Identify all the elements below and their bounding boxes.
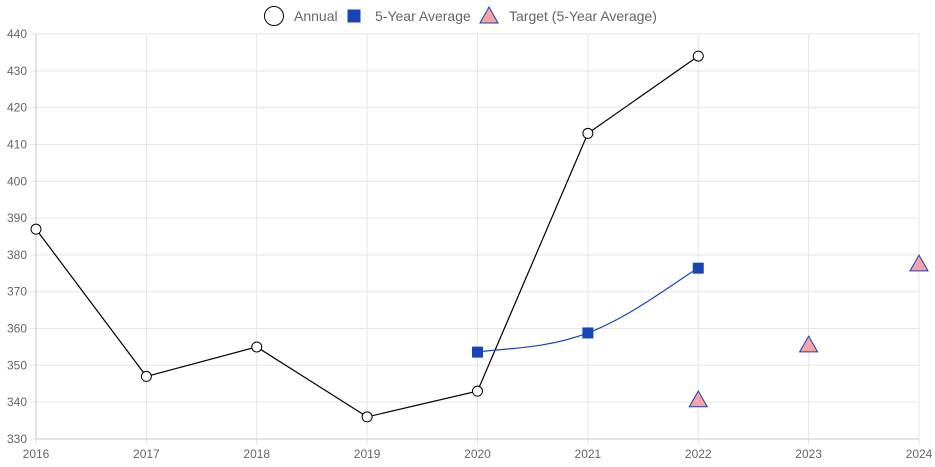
legend-item-2[interactable]: Target (5-Year Average) [479,5,657,24]
data-point-circle [472,385,483,397]
y-tick-label: 360 [7,322,27,336]
y-tick-label: 370 [7,285,27,299]
series-markers [30,50,929,423]
legend-label: Annual [294,8,338,24]
x-axis-tick-labels: 2016 2017 2018 2019 2020 2021 2022 2023 2024 [23,447,933,461]
data-point-circle [251,341,263,353]
data-point-triangle [909,254,929,272]
data-point-circle [582,127,594,139]
x-tick-label: 2017 [133,447,160,461]
y-tick-label: 390 [7,211,27,225]
grid-lines [30,33,920,445]
data-point-circle [30,223,42,235]
x-tick-label: 2021 [575,447,602,461]
data-point-triangle [688,389,709,408]
legend-label: 5-Year Average [375,8,471,24]
legend-item-0[interactable]: Annual [264,6,338,26]
x-tick-label: 2020 [464,447,491,461]
y-tick-label: 400 [7,174,27,188]
y-tick-label: 440 [7,27,27,41]
data-point-square [472,346,483,358]
data-point-square [692,262,704,274]
y-tick-label: 350 [7,358,27,372]
y-tick-label: 430 [7,64,27,78]
data-point-circle [361,411,373,423]
y-tick-label: 410 [7,137,27,151]
x-tick-label: 2018 [243,447,270,461]
x-tick-label: 2024 [906,447,933,461]
legend[interactable]: Annual 5-Year Average Target (5-Year Avera… [264,5,657,26]
x-tick-label: 2023 [795,447,822,461]
legend-label: Target (5-Year Average) [509,8,657,24]
data-point-circle [692,50,704,62]
data-point-square [582,327,594,339]
legend-swatch-triangle [479,5,499,24]
axes [35,34,919,440]
data-point-circle [140,370,152,382]
y-tick-label: 380 [7,248,27,262]
x-tick-label: 2019 [354,447,381,461]
legend-swatch-circle [264,6,284,26]
x-tick-label: 2022 [685,447,712,461]
y-tick-label: 420 [7,101,27,115]
legend-item-1[interactable]: 5-Year Average [347,8,471,24]
y-tick-label: 330 [7,432,27,446]
y-axis-tick-labels: 330 340 350 360 370 380 390 400 410 420 430 440 [7,27,27,446]
y-tick-label: 340 [7,395,27,409]
data-point-triangle [798,335,819,353]
legend-swatch-square [347,9,361,23]
x-tick-label: 2016 [23,447,50,461]
